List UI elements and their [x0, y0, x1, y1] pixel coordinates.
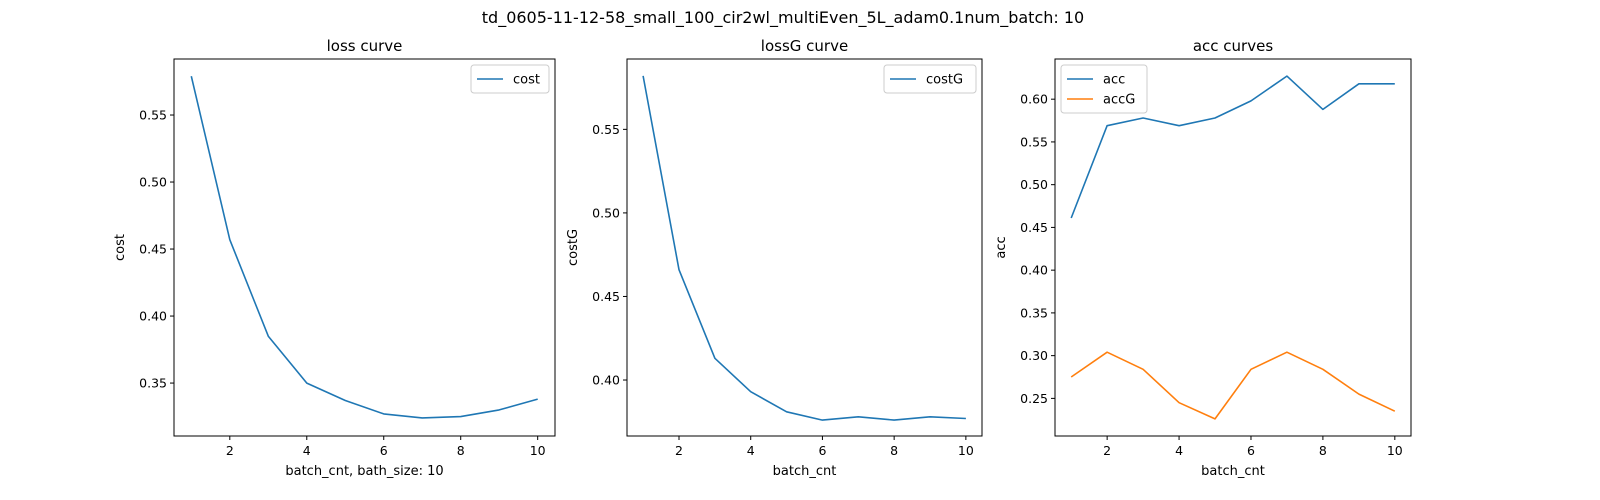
y-tick-label: 0.40 [592, 373, 620, 388]
legend: acc accG [1060, 64, 1148, 114]
legend-label: cost [513, 73, 540, 88]
x-tick-label: 10 [530, 443, 546, 458]
y-axis-label: cost [113, 234, 128, 261]
y-tick-label: 0.30 [1020, 348, 1048, 363]
y-tick-label: 0.50 [139, 175, 167, 190]
y-tick-label: 0.55 [592, 122, 620, 137]
legend-label: costG [926, 73, 963, 88]
x-tick-label: 4 [303, 443, 311, 458]
panel-title: acc curves [1193, 37, 1273, 55]
y-tick-label: 0.40 [1020, 263, 1048, 278]
x-tick-label: 8 [890, 443, 898, 458]
y-tick-label: 0.50 [592, 205, 620, 220]
series-line-acc [1070, 75, 1395, 219]
y-tick-label: 0.35 [1020, 305, 1048, 320]
x-tick-label: 4 [747, 443, 755, 458]
x-tick-label: 4 [1175, 443, 1183, 458]
x-tick-label: 8 [1319, 443, 1327, 458]
x-tick-label: 2 [1103, 443, 1111, 458]
x-axis-label: batch_cnt, bath_size: 10 [285, 464, 443, 479]
series-line-accg [1070, 351, 1396, 420]
panel-title: lossG curve [761, 37, 848, 55]
legend-label: acc [1103, 73, 1125, 88]
plot-frame [1054, 58, 1412, 437]
y-tick-label: 0.60 [1020, 92, 1048, 107]
y-tick-label: 0.50 [1020, 177, 1048, 192]
lossg-curve-panel: lossG curve batch_cnt costG 2 4 6 8 10 0.40 0.… [566, 37, 983, 479]
x-axis-label: batch_cnt [1201, 464, 1265, 479]
series-line-cost [190, 76, 538, 419]
y-tick-label: 0.45 [139, 242, 167, 257]
legend-box [470, 64, 550, 94]
x-tick-label: 6 [1247, 443, 1255, 458]
y-axis-label: costG [566, 229, 581, 266]
x-tick-label: 10 [958, 443, 974, 458]
loss-curve-panel: loss curve batch_cnt, bath_size: 10 cost… [113, 37, 556, 479]
plot-frame [173, 58, 556, 437]
y-tick-label: 0.45 [1020, 220, 1048, 235]
x-tick-label: 6 [818, 443, 826, 458]
x-tick-label: 2 [226, 443, 234, 458]
legend-label: accG [1103, 93, 1135, 108]
y-axis-label: acc [994, 236, 1009, 258]
y-tick-label: 0.55 [1020, 134, 1048, 149]
x-tick-label: 2 [675, 443, 683, 458]
legend: costG [883, 64, 977, 94]
y-tick-label: 0.25 [1020, 391, 1048, 406]
x-tick-label: 6 [380, 443, 388, 458]
acc-curves-panel: acc curves batch_cnt acc 2 4 6 8 10 0.25 0.30 0… [994, 37, 1412, 479]
series-line-costg [642, 75, 966, 421]
plot-frame [626, 58, 983, 437]
figure-suptitle: td_0605-11-12-58_small_100_cir2wl_multiE… [482, 8, 1084, 28]
y-tick-label: 0.35 [139, 376, 167, 391]
y-tick-label: 0.55 [139, 108, 167, 123]
y-tick-label: 0.45 [592, 289, 620, 304]
x-tick-label: 10 [1387, 443, 1403, 458]
x-tick-label: 8 [457, 443, 465, 458]
panel-title: loss curve [327, 37, 403, 55]
legend: cost [470, 64, 550, 94]
x-axis-label: batch_cnt [773, 464, 837, 479]
legend-box [1060, 64, 1148, 114]
y-tick-label: 0.40 [139, 309, 167, 324]
legend-box [883, 64, 977, 94]
